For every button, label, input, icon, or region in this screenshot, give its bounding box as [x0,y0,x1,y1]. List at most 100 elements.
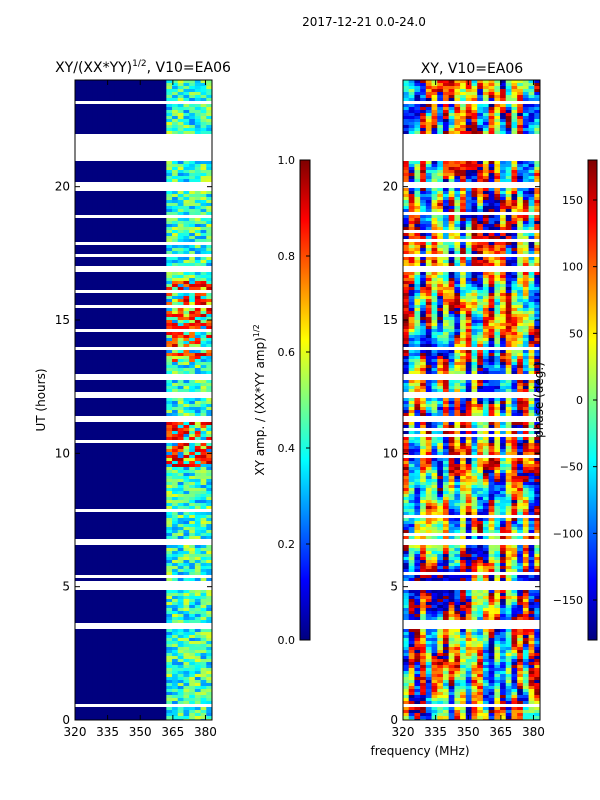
heatmap-cell [75,458,82,461]
heatmap-cell [114,602,122,605]
heatmap-cell [528,176,535,179]
heatmap-cell [132,461,139,464]
heatmap-cell [522,98,530,101]
heatmap-cell [183,644,190,647]
heatmap-cell [189,110,196,113]
heatmap-cell [149,404,156,407]
heatmap-cell [137,116,144,119]
heatmap-cell [86,314,93,317]
heatmap-cell [460,161,467,164]
heatmap-cell [177,446,184,449]
heatmap-cell [172,119,179,122]
heatmap-cell [154,89,162,92]
heatmap-cell [103,389,110,392]
heatmap-cell [189,116,196,119]
heatmap-cell [126,710,133,713]
heatmap-cell [143,221,150,224]
heatmap-cell [137,251,144,254]
heatmap-cell [149,527,156,530]
heatmap-cell [172,716,179,719]
heatmap-cell [103,203,110,206]
heatmap-cell [189,611,196,614]
heatmap-cell [80,212,87,215]
heatmap-cell [97,386,105,389]
heatmap-cell [80,194,87,197]
heatmap-cell [200,272,207,275]
heatmap-cell [189,668,196,671]
heatmap-cell [160,548,167,551]
heatmap-cell [471,194,478,197]
heatmap-cell [137,599,144,602]
heatmap-cell [103,335,110,338]
heatmap-cell [154,365,162,368]
heatmap-cell [494,110,501,113]
heatmap-cell [137,257,144,260]
heatmap-cell [109,371,116,374]
heatmap-cell [109,317,116,320]
heatmap-cell [408,125,415,128]
heatmap-cell [126,236,133,239]
heatmap-cell [154,251,162,254]
heatmap-cell [143,83,150,86]
heatmap-cell [120,455,127,458]
heatmap-cell [442,125,450,128]
heatmap-cell [194,563,202,566]
heatmap-cell [534,179,540,182]
heatmap-cell [511,197,518,200]
heatmap-cell [200,656,207,659]
heatmap-cell [200,596,207,599]
heatmap-cell [177,431,184,434]
heatmap-cell [92,293,99,296]
heatmap-cell [431,110,438,113]
heatmap-cell [414,131,421,134]
heatmap-cell [143,554,150,557]
heatmap-cell [172,98,179,101]
heatmap-cell [109,521,116,524]
heatmap-cell [137,635,144,638]
heatmap-cell [109,548,116,551]
heatmap-cell [448,119,455,122]
heatmap-cell [137,689,144,692]
heatmap-cell [206,503,212,506]
heatmap-cell [414,86,421,89]
heatmap-cell [500,128,507,131]
heatmap-cell [471,197,478,200]
heatmap-cell [86,194,93,197]
heatmap-cell [120,131,127,134]
heatmap-cell [149,371,156,374]
heatmap-cell [120,326,127,329]
heatmap-cell [477,86,484,89]
heatmap-cell [154,665,162,668]
heatmap-cell [80,659,87,662]
heatmap-cell [154,206,162,209]
heatmap-cell [114,197,122,200]
heatmap-cell [114,446,122,449]
heatmap-cell [517,128,524,131]
heatmap-cell [206,455,212,458]
heatmap-cell [103,404,110,407]
heatmap-cell [206,599,212,602]
heatmap-cell [183,569,190,572]
heatmap-cell [109,272,116,275]
heatmap-cell [189,665,196,668]
heatmap-cell [494,176,501,179]
heatmap-cell [172,443,179,446]
heatmap-cell [172,128,179,131]
heatmap-cell [172,386,179,389]
heatmap-cell [160,422,167,425]
heatmap-cell [86,278,93,281]
heatmap-cell [137,200,144,203]
heatmap-cell [120,284,127,287]
heatmap-cell [80,380,87,383]
heatmap-cell [137,344,144,347]
heatmap-cell [86,362,93,365]
heatmap-cell [86,401,93,404]
heatmap-cell [126,686,133,689]
heatmap-cell [137,122,144,125]
heatmap-cell [80,122,87,125]
heatmap-cell [97,431,105,434]
heatmap-cell [86,503,93,506]
heatmap-cell [177,602,184,605]
heatmap-cell [126,194,133,197]
heatmap-cell [132,656,139,659]
